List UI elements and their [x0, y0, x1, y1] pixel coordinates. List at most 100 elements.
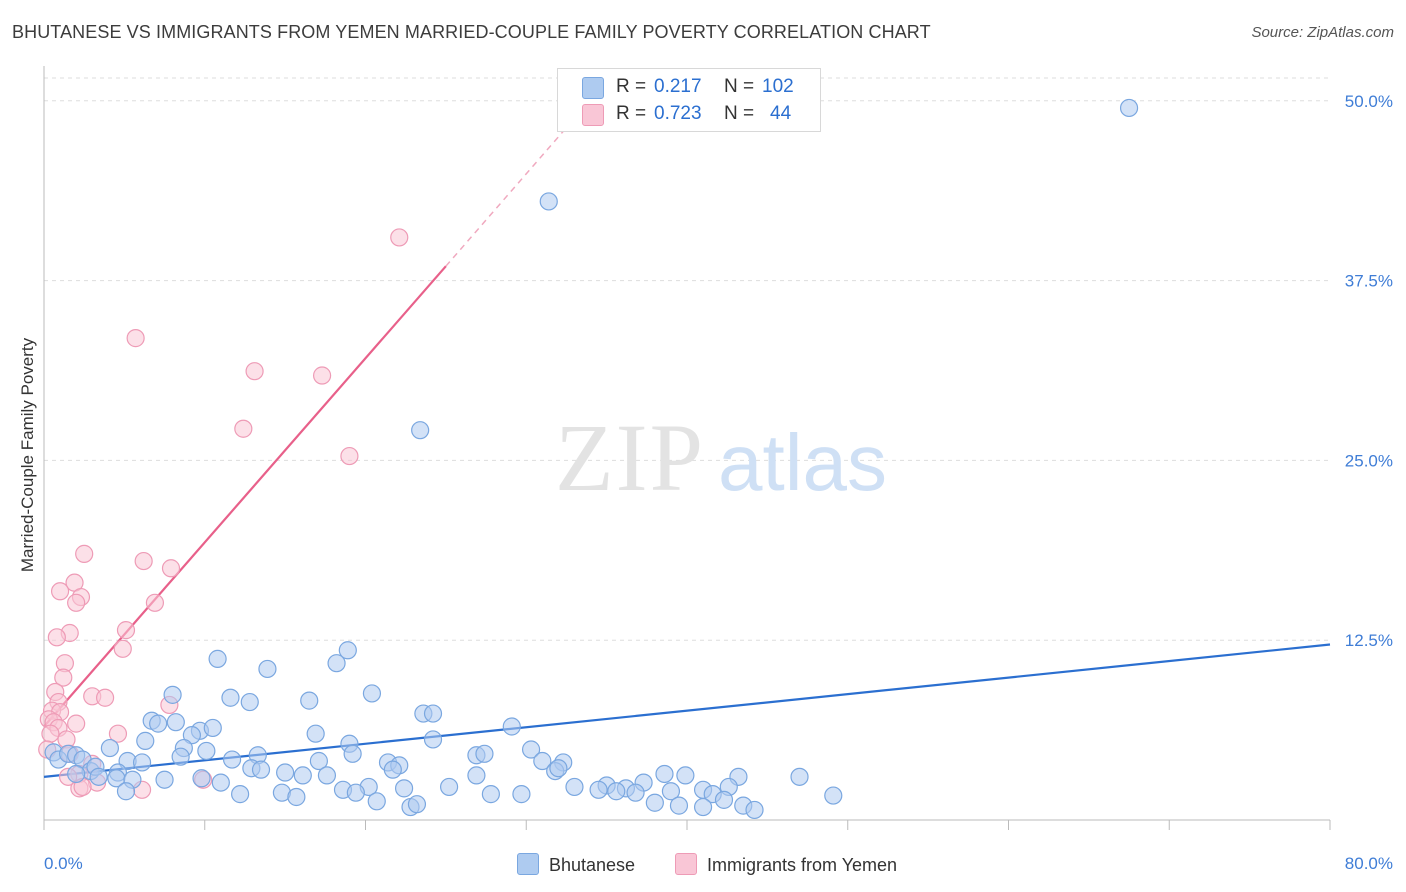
data-point-bhutanese	[502, 717, 521, 736]
legend-r-value-bhutanese: 0.217	[654, 76, 702, 97]
data-point-yemen	[54, 668, 73, 687]
data-point-yemen	[108, 724, 128, 743]
data-point-bhutanese	[300, 691, 319, 710]
data-point-bhutanese	[231, 785, 250, 804]
data-point-bhutanese	[155, 770, 174, 789]
data-point-bhutanese	[512, 785, 531, 804]
data-point-yemen	[126, 329, 145, 348]
data-point-bhutanese	[240, 692, 259, 712]
data-point-bhutanese	[100, 738, 120, 758]
data-point-yemen	[134, 551, 153, 571]
y-tick-label: 50.0%	[1345, 92, 1393, 111]
data-point-bhutanese	[197, 741, 216, 761]
data-point-bhutanese	[423, 704, 443, 723]
legend-n-value-yemen: 44	[770, 103, 792, 124]
data-point-bhutanese	[343, 744, 362, 763]
y-tick-label: 25.0%	[1345, 451, 1393, 470]
points-bhutanese	[44, 98, 1139, 820]
data-point-bhutanese	[645, 793, 664, 812]
data-point-bhutanese	[251, 760, 271, 779]
legend-r-label: R =	[616, 103, 647, 124]
data-point-bhutanese	[67, 764, 86, 784]
data-point-bhutanese	[824, 786, 843, 805]
legend-n-label: N =	[724, 103, 755, 124]
data-point-bhutanese	[211, 773, 230, 792]
trendline-yemen	[43, 265, 447, 728]
watermark-zip: ZIP	[555, 404, 705, 511]
y-tick-label: 37.5%	[1345, 272, 1393, 291]
data-point-yemen	[340, 446, 359, 466]
data-point-bhutanese	[407, 795, 427, 814]
data-point-bhutanese	[327, 654, 346, 673]
data-point-yemen	[50, 582, 70, 601]
data-point-bhutanese	[676, 766, 695, 785]
data-point-bhutanese	[136, 731, 155, 750]
data-point-bhutanese	[607, 782, 626, 801]
axes	[43, 66, 1331, 830]
tick-labels: 12.5% 25.0% 37.5% 50.0% 0.0% 80.0%	[44, 92, 1393, 873]
y-tick-label: 12.5%	[1345, 631, 1393, 650]
data-point-bhutanese	[276, 763, 295, 782]
data-point-yemen	[145, 593, 165, 612]
data-point-bhutanese	[338, 641, 357, 660]
trendline-yemen-extension	[445, 90, 600, 267]
data-point-bhutanese	[258, 659, 277, 679]
legend-swatch-bhutanese	[582, 77, 604, 99]
data-point-bhutanese	[221, 688, 240, 707]
bottom-legend-bhutanese: Bhutanese	[517, 853, 635, 876]
data-point-bhutanese	[589, 780, 608, 799]
bottom-legend-yemen: Immigrants from Yemen	[675, 853, 897, 876]
data-point-bhutanese	[481, 785, 500, 804]
bottom-legend-label-bhutanese: Bhutanese	[549, 855, 636, 875]
data-point-bhutanese	[549, 759, 568, 778]
data-point-bhutanese	[423, 730, 443, 749]
data-point-yemen	[161, 559, 181, 578]
data-point-yemen	[245, 362, 264, 381]
bottom-legend-swatch-bhutanese	[517, 853, 539, 875]
data-point-bhutanese	[693, 797, 713, 817]
data-point-bhutanese	[166, 713, 185, 732]
data-point-bhutanese	[222, 750, 242, 769]
legend-n-value-bhutanese: 102	[762, 76, 794, 97]
data-point-yemen	[75, 544, 94, 563]
watermark-atlas: atlas	[718, 418, 887, 507]
data-point-bhutanese	[714, 790, 734, 809]
data-point-bhutanese	[346, 783, 365, 802]
correlation-legend: R = 0.217 N = 102 R = 0.723 N = 44	[557, 68, 821, 132]
data-point-yemen	[390, 228, 409, 247]
points-immigrants-from-yemen	[38, 228, 409, 799]
gridlines	[44, 77, 1330, 641]
data-point-bhutanese	[439, 777, 459, 797]
data-point-yemen	[95, 688, 115, 707]
data-point-bhutanese	[309, 751, 328, 771]
data-point-bhutanese	[790, 767, 809, 786]
data-point-bhutanese	[1119, 98, 1139, 118]
data-point-yemen	[67, 714, 86, 733]
data-point-bhutanese	[745, 800, 764, 820]
chart-title: BHUTANESE VS IMMIGRANTS FROM YEMEN MARRI…	[12, 22, 931, 42]
data-point-bhutanese	[287, 787, 306, 807]
legend-n-label: N =	[724, 76, 755, 97]
data-point-bhutanese	[533, 751, 552, 771]
legend-swatch-yemen	[582, 104, 604, 126]
y-axis-label: Married-Couple Family Poverty	[18, 337, 37, 573]
data-point-bhutanese	[394, 779, 414, 798]
watermark: ZIP atlas	[555, 404, 887, 511]
data-point-bhutanese	[411, 421, 430, 440]
source-credit: Source: ZipAtlas.com	[1251, 24, 1394, 41]
data-point-bhutanese	[203, 718, 222, 738]
data-point-bhutanese	[306, 724, 325, 743]
bottom-legend-label-yemen: Immigrants from Yemen	[707, 855, 898, 875]
data-point-bhutanese	[149, 714, 168, 733]
data-point-bhutanese	[669, 796, 689, 815]
data-point-bhutanese	[565, 777, 584, 797]
data-point-bhutanese	[182, 726, 201, 745]
bottom-legend-swatch-yemen	[675, 853, 697, 875]
data-point-yemen	[312, 366, 332, 385]
data-point-yemen	[67, 593, 86, 612]
data-point-bhutanese	[626, 783, 645, 802]
data-point-bhutanese	[521, 740, 541, 759]
data-point-bhutanese	[192, 769, 211, 788]
data-point-yemen	[47, 628, 66, 647]
